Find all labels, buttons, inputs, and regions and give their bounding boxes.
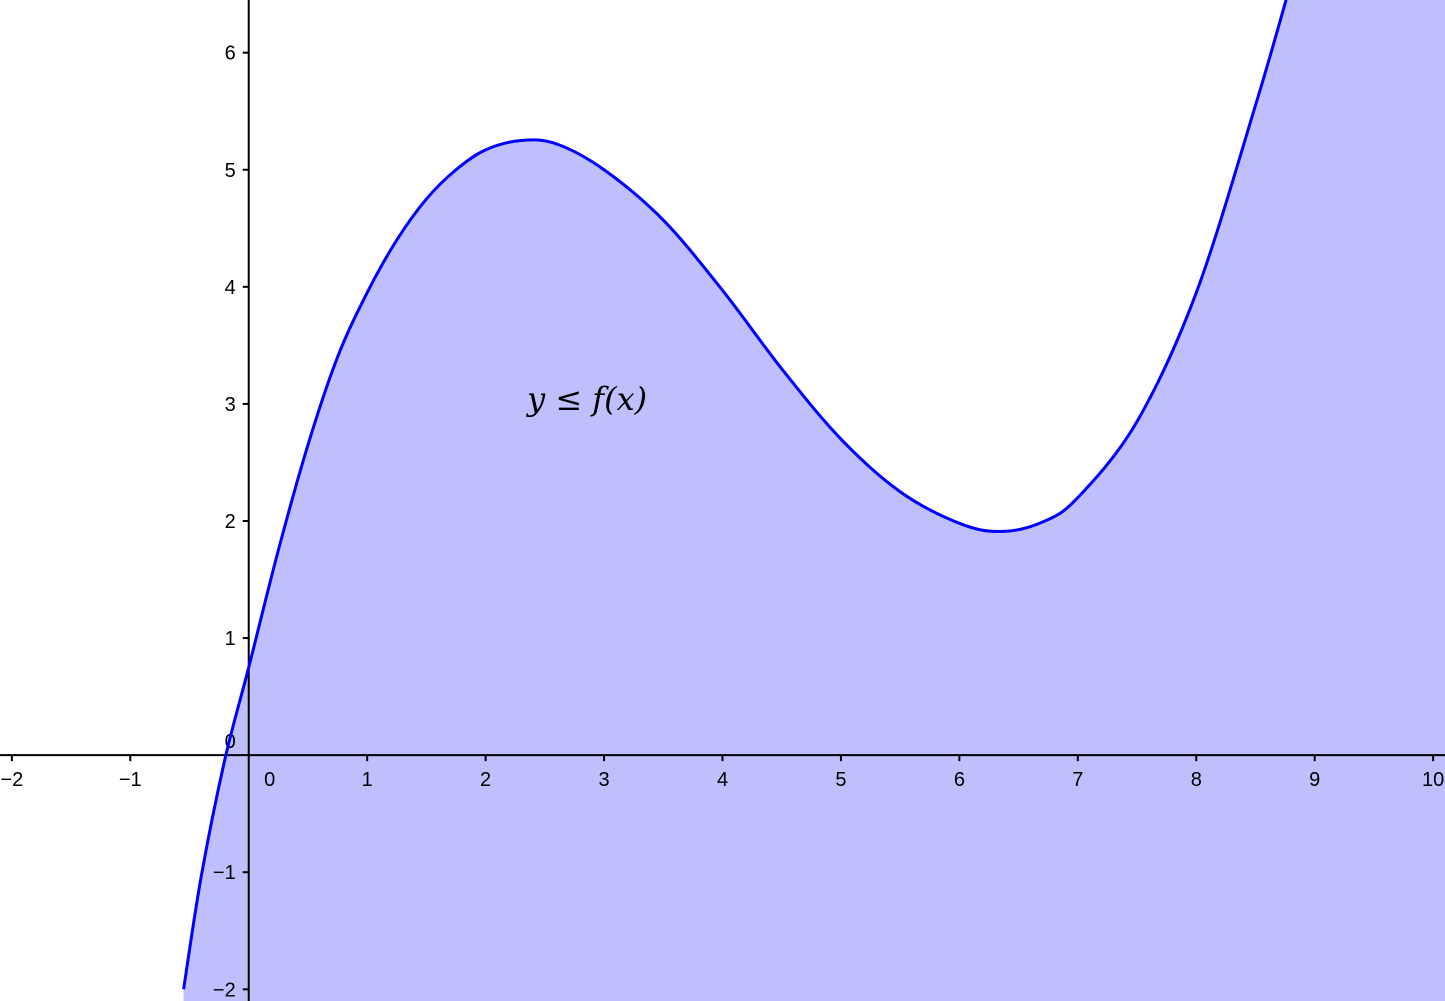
- y-tick-label: −1: [213, 862, 236, 884]
- x-tick-label: 0: [264, 769, 275, 791]
- x-tick-label: 3: [598, 769, 609, 791]
- function-curve: [182, 0, 1288, 990]
- x-tick-label: 1: [362, 769, 373, 791]
- x-tick-label: −2: [0, 769, 23, 791]
- x-tick-label: 9: [1309, 769, 1320, 791]
- y-tick-label: 4: [225, 277, 236, 299]
- x-tick-label: 10: [1422, 769, 1444, 791]
- x-tick-label: 6: [954, 769, 965, 791]
- x-axis-ticks: −2 −1 0 1 2 3 4 5 6 7 8 9 10: [0, 755, 1444, 791]
- inequality-label: y ≤ f(x): [525, 380, 647, 418]
- x-tick-label: 5: [835, 769, 846, 791]
- shaded-region: [183, 0, 1445, 1001]
- y-tick-label: 5: [225, 160, 236, 182]
- x-tick-label: 7: [1072, 769, 1083, 791]
- y-tick-label: 2: [225, 511, 236, 533]
- y-tick-label: 3: [225, 394, 236, 416]
- x-tick-label: 4: [717, 769, 728, 791]
- x-tick-label: 2: [480, 769, 491, 791]
- x-tick-label: 8: [1191, 769, 1202, 791]
- y-tick-label: 6: [225, 43, 236, 65]
- x-tick-label: −1: [119, 769, 142, 791]
- y-tick-label: 1: [225, 628, 236, 650]
- y-tick-label: −2: [213, 979, 236, 1001]
